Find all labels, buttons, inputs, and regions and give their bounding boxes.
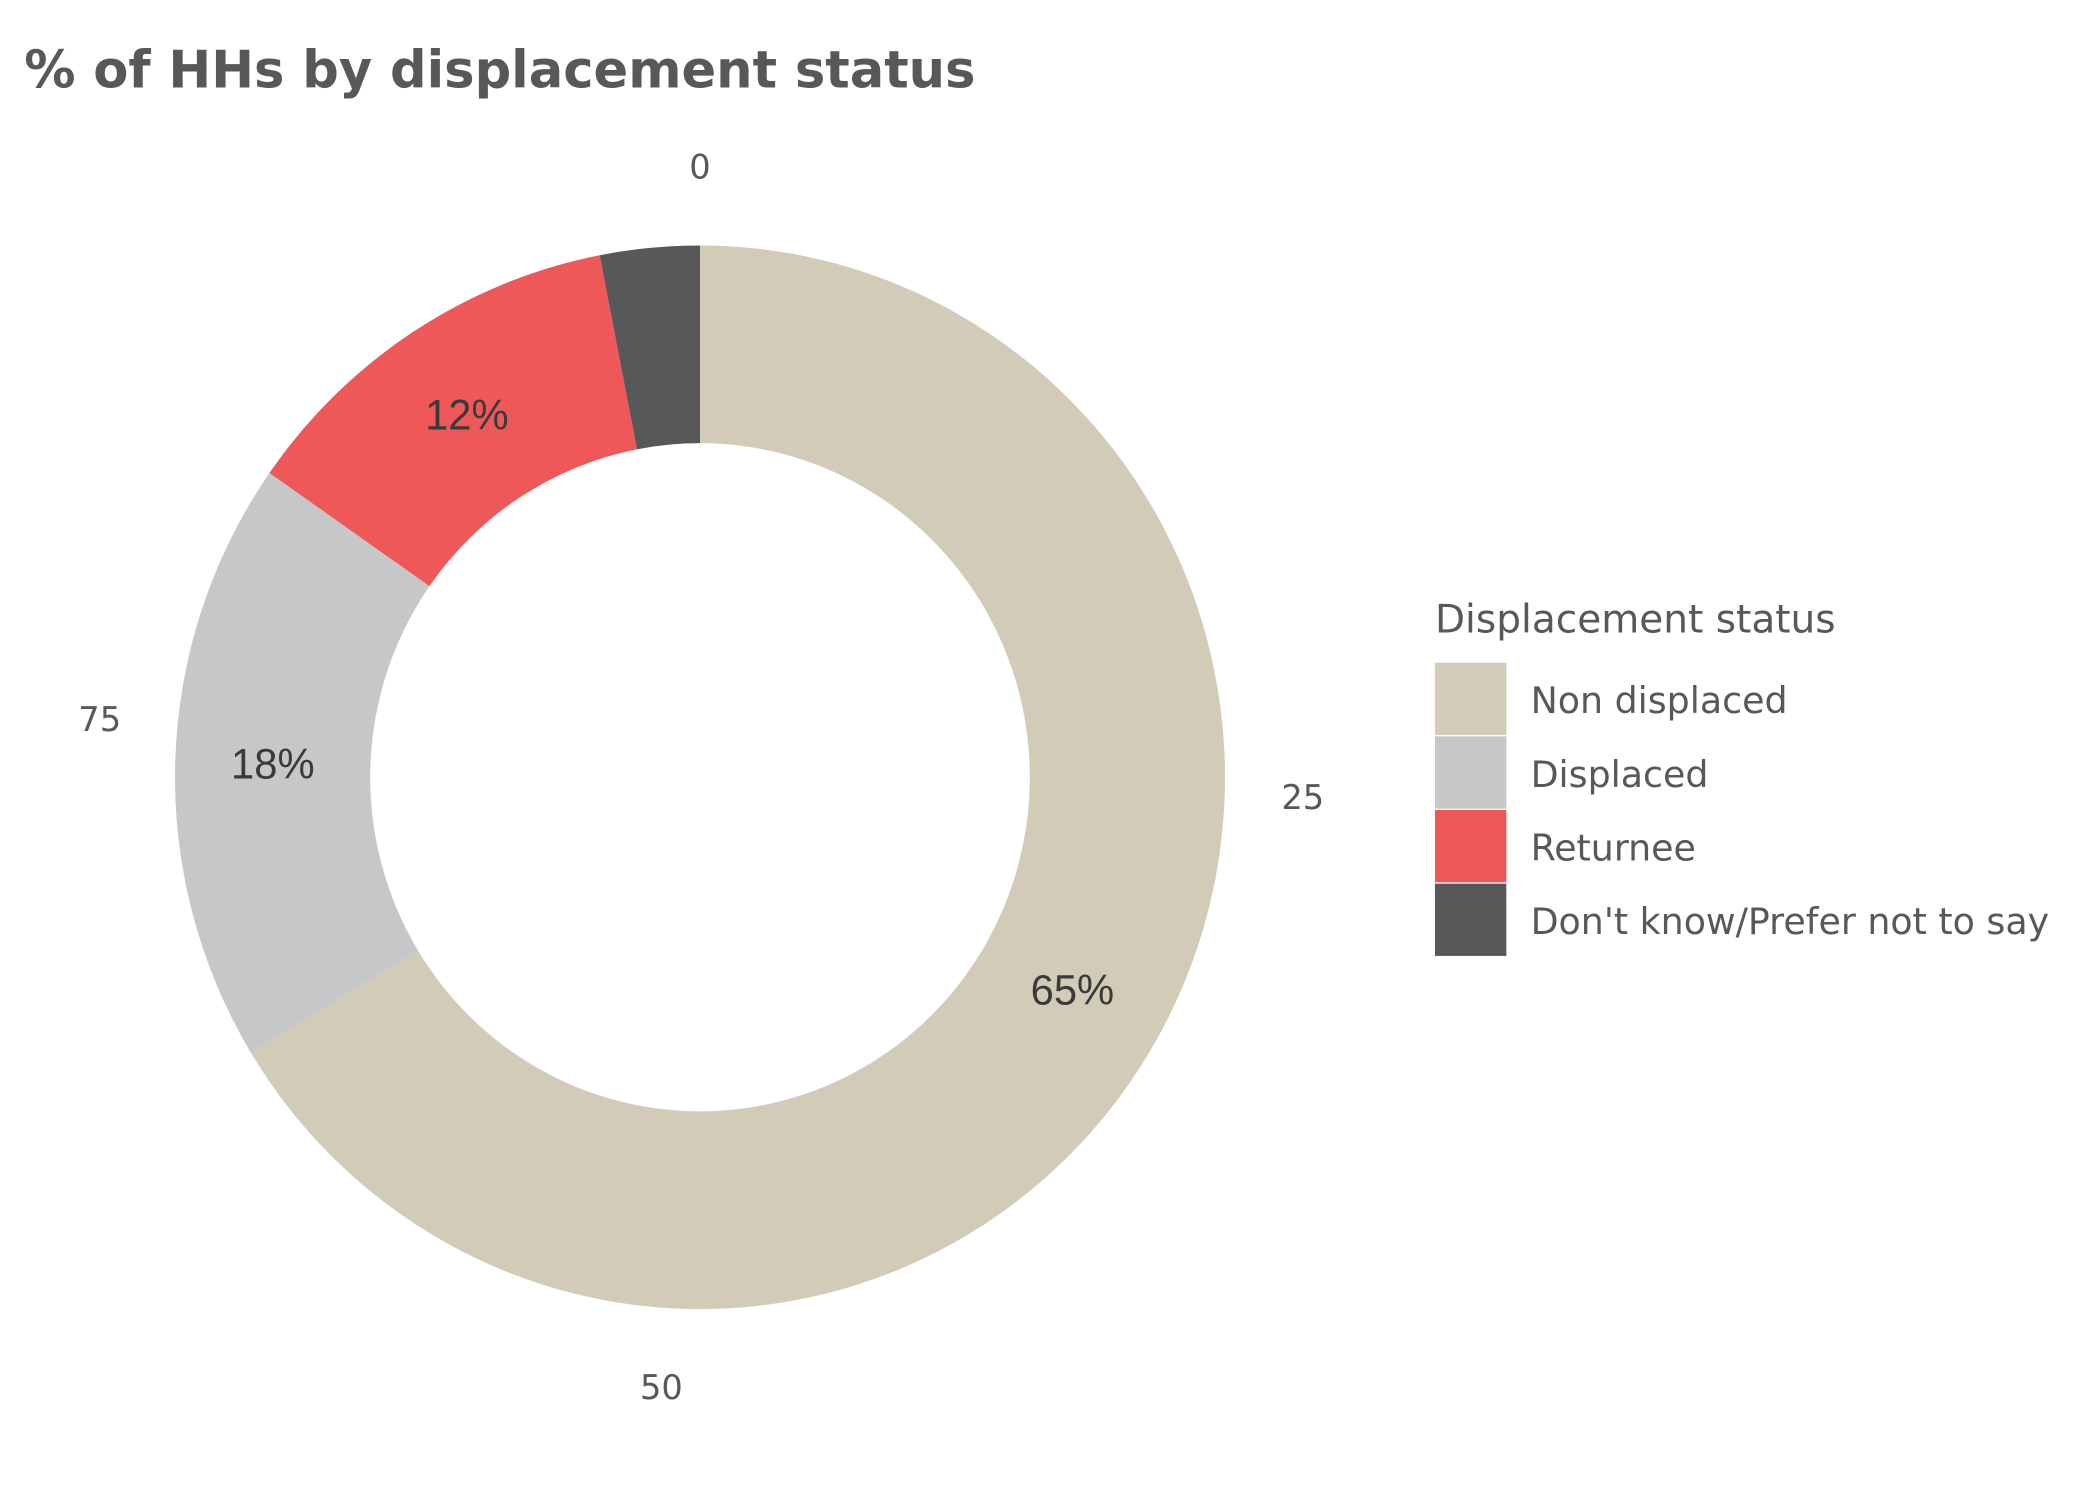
legend-label: Non displaced [1531, 679, 1788, 722]
slice-don-t-know-prefer-not-to-say [599, 245, 700, 450]
legend: Displacement status Non displaced Displac… [1435, 598, 2049, 956]
legend-swatch [1435, 883, 1507, 956]
legend-item: Returnee [1435, 810, 1696, 883]
theta-tick-label: 75 [78, 700, 121, 739]
legend-swatch [1435, 810, 1507, 883]
theta-tick-label: 50 [640, 1368, 683, 1407]
slice-non-displaced [251, 245, 1226, 1310]
legend-label: Returnee [1531, 826, 1696, 869]
legend-label: Displaced [1531, 753, 1709, 796]
legend-swatch [1435, 736, 1507, 809]
theta-ticks: 0 25 50 75 [78, 147, 1324, 1407]
legend-item: Non displaced [1435, 662, 1788, 735]
chart-title: % of HHs by displacement status [24, 40, 975, 100]
data-label-displaced: 18% [231, 740, 315, 787]
slice-returnee [269, 255, 637, 587]
legend-swatch [1435, 662, 1507, 735]
data-labels: 65% 18% 12% [231, 391, 1114, 1014]
theta-tick-label: 25 [1281, 778, 1324, 817]
slices [175, 245, 1226, 1310]
data-label-non-displaced: 65% [1031, 966, 1115, 1013]
legend-item: Displaced [1435, 736, 1709, 809]
legend-title: Displacement status [1435, 598, 1836, 643]
legend-label: Don't know/Prefer not to say [1531, 900, 2050, 943]
theta-tick-label: 0 [689, 147, 710, 186]
legend-item: Don't know/Prefer not to say [1435, 883, 2050, 956]
data-label-returnee: 12% [425, 391, 509, 438]
slice-displaced [175, 473, 430, 1053]
